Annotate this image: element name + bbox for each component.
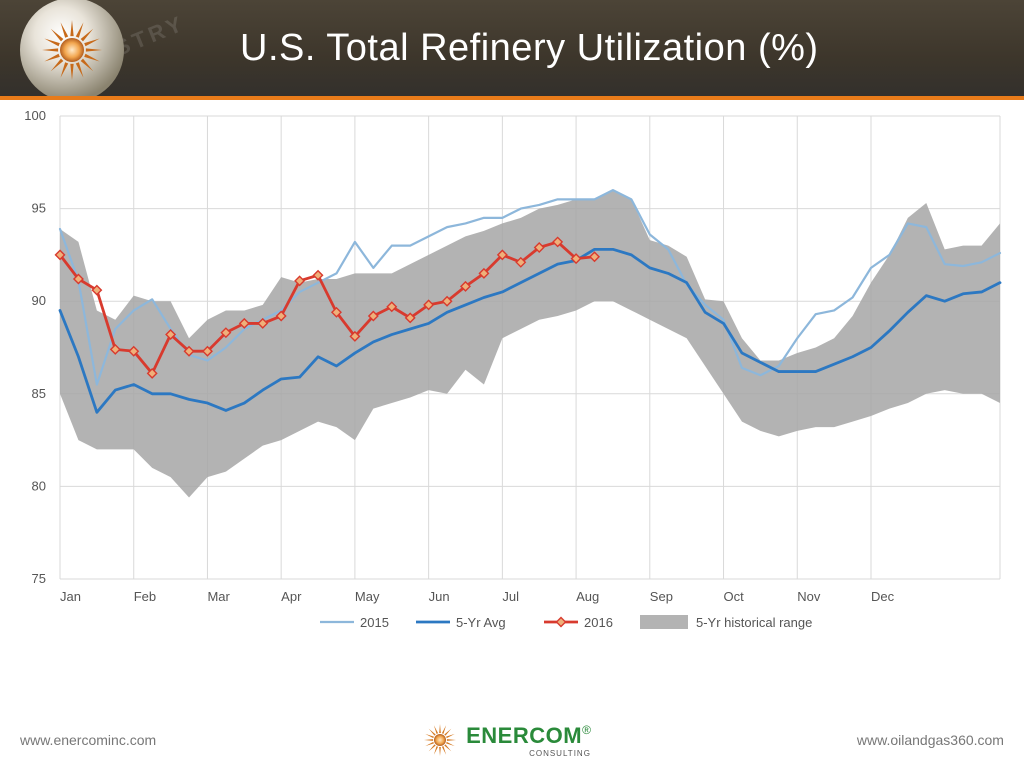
- brand-sub: CONSULTING: [466, 749, 591, 758]
- svg-text:May: May: [355, 589, 380, 604]
- svg-text:5-Yr Avg: 5-Yr Avg: [456, 615, 506, 630]
- svg-text:95: 95: [32, 201, 46, 216]
- brand-main: ENERCOM: [466, 723, 582, 748]
- svg-text:Feb: Feb: [134, 589, 156, 604]
- svg-text:80: 80: [32, 478, 46, 493]
- footer-left-url: www.enercominc.com: [20, 732, 156, 748]
- refinery-utilization-chart: 75 80 85 90 95 100 Jan Feb Mar Apr May Jun Jul Aug Sep…: [0, 104, 1024, 664]
- reg-mark: ®: [582, 723, 591, 737]
- svg-text:Oct: Oct: [724, 589, 745, 604]
- svg-text:Jun: Jun: [429, 589, 450, 604]
- svg-text:Sep: Sep: [650, 589, 673, 604]
- svg-text:Mar: Mar: [207, 589, 230, 604]
- brand-text-block: ENERCOM® CONSULTING: [466, 723, 591, 758]
- svg-text:2015: 2015: [360, 615, 389, 630]
- svg-text:Jul: Jul: [502, 589, 519, 604]
- svg-text:5-Yr historical range: 5-Yr historical range: [696, 615, 812, 630]
- svg-text:Apr: Apr: [281, 589, 302, 604]
- sun-small-icon: [422, 722, 458, 758]
- chart-container: 75 80 85 90 95 100 Jan Feb Mar Apr May Jun Jul Aug Sep…: [0, 104, 1024, 664]
- svg-text:Jan: Jan: [60, 589, 81, 604]
- svg-text:2016: 2016: [584, 615, 613, 630]
- svg-text:Dec: Dec: [871, 589, 895, 604]
- svg-text:100: 100: [24, 108, 46, 123]
- sun-logo-icon: [12, 0, 132, 100]
- page-title: U.S. Total Refinery Utilization (%): [240, 27, 819, 70]
- brand-center: ENERCOM® CONSULTING: [422, 722, 591, 758]
- svg-text:Nov: Nov: [797, 589, 821, 604]
- svg-text:75: 75: [32, 571, 46, 586]
- svg-text:Aug: Aug: [576, 589, 599, 604]
- footer-right-url: www.oilandgas360.com: [857, 732, 1004, 748]
- footer: www.enercominc.com ENERCOM® CONSULTING w…: [0, 712, 1024, 768]
- svg-text:90: 90: [32, 293, 46, 308]
- header-bar: INDUSTRY U.S. Total Refiner: [0, 0, 1024, 100]
- chart-legend: 2015 5-Yr Avg 2016 5-Yr historical range: [320, 615, 812, 630]
- svg-text:85: 85: [32, 386, 46, 401]
